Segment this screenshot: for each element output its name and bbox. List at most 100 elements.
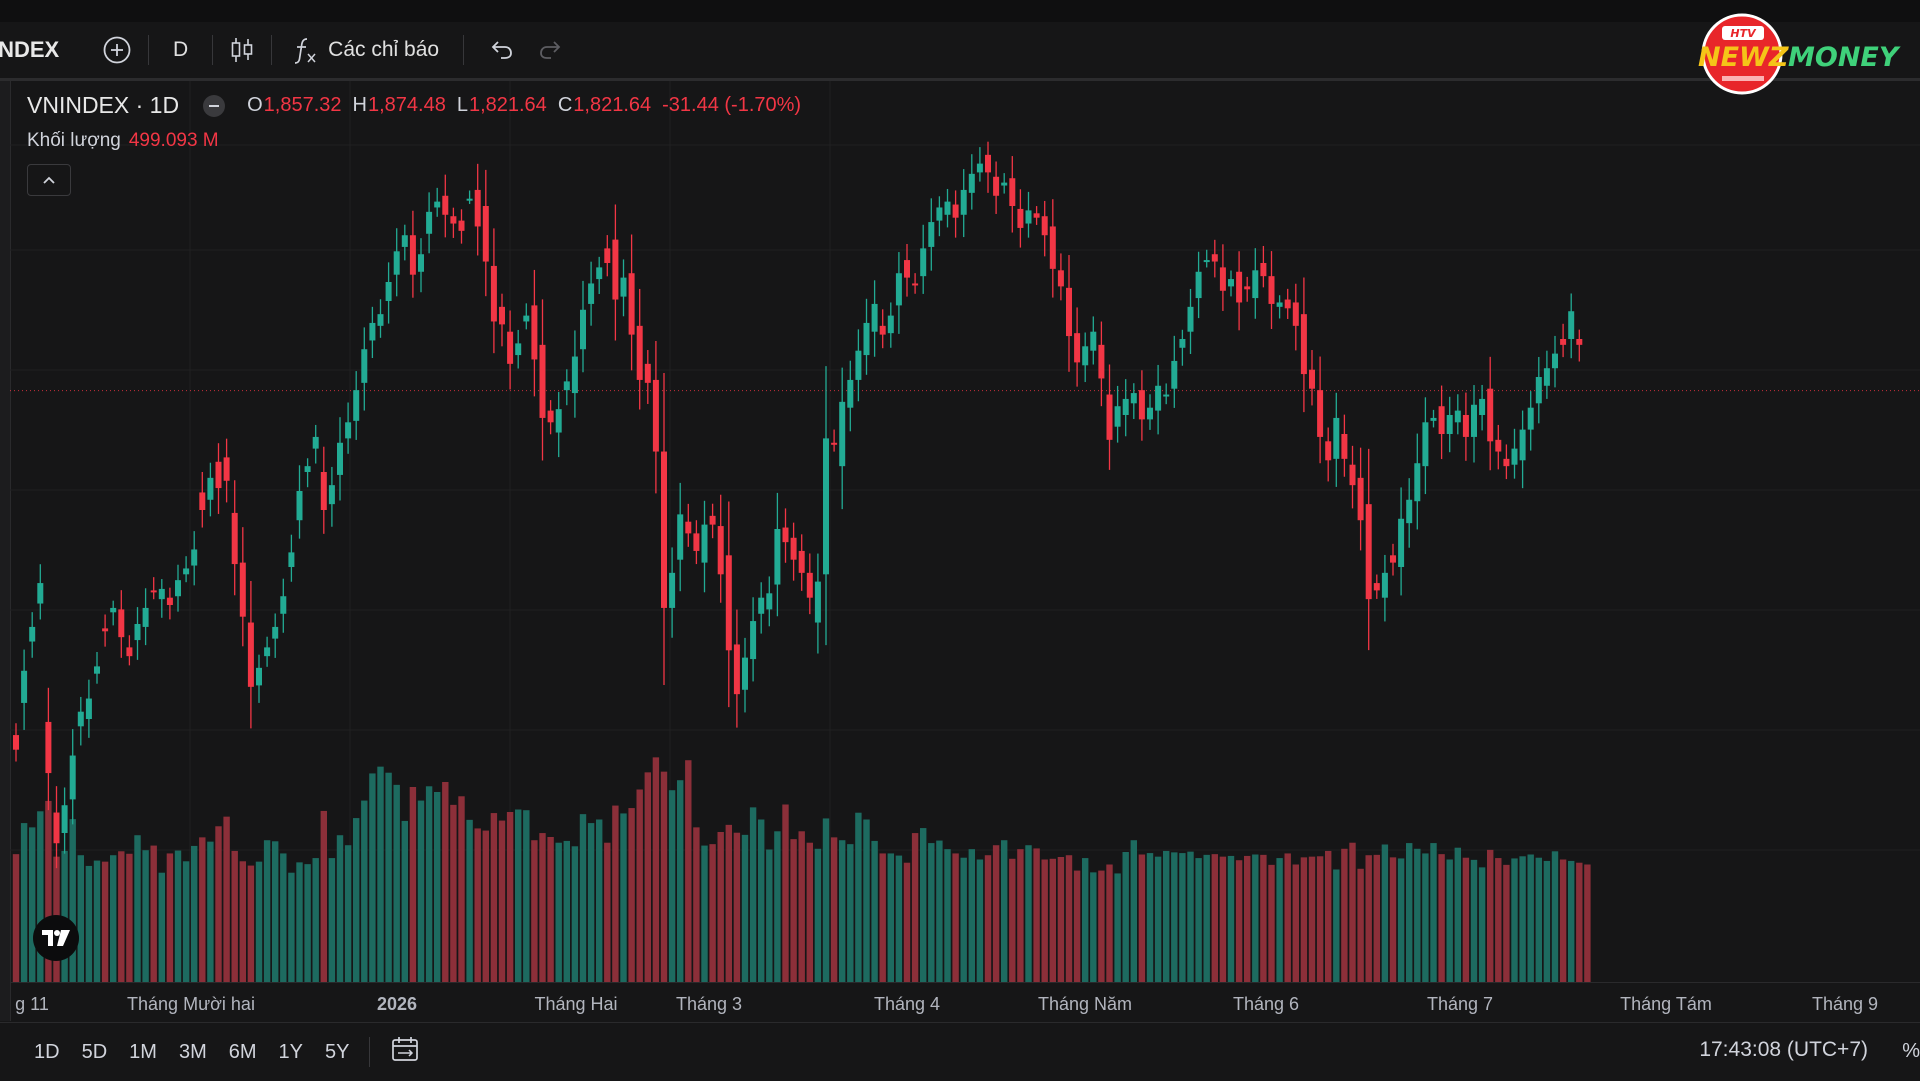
candle-body xyxy=(215,461,222,489)
candle-body xyxy=(150,590,157,593)
volume-bar xyxy=(1373,854,1380,982)
candle-body xyxy=(239,562,246,617)
volume-bar xyxy=(1519,856,1526,982)
volume-bar xyxy=(1535,857,1542,982)
candle-body xyxy=(426,211,433,234)
volume-bar xyxy=(1114,873,1121,982)
candle-body xyxy=(1381,572,1388,598)
symbol-interval-label[interactable]: VNINDEX · 1D xyxy=(27,92,180,118)
volume-bar xyxy=(1203,854,1210,982)
collapse-legend-button[interactable] xyxy=(27,164,71,196)
range-1m-button[interactable]: 1M xyxy=(129,1040,157,1063)
candle-body xyxy=(458,220,465,231)
volume-bar xyxy=(1422,853,1429,982)
volume-bar xyxy=(280,853,287,982)
range-1d-button[interactable]: 1D xyxy=(34,1040,60,1063)
candle-body xyxy=(1244,286,1251,290)
candle-body xyxy=(199,492,206,510)
undo-button[interactable] xyxy=(488,30,514,70)
volume-bar xyxy=(158,872,165,982)
volume-bar xyxy=(223,816,230,982)
candle-body xyxy=(1552,353,1558,369)
volume-bar xyxy=(1487,849,1494,982)
redo-button[interactable] xyxy=(538,30,564,70)
volume-bar xyxy=(1527,854,1534,982)
indicators-button[interactable]: Các chỉ báo xyxy=(292,30,439,70)
candle-body xyxy=(612,239,619,300)
range-1y-button[interactable]: 1Y xyxy=(278,1040,304,1063)
tradingview-logo[interactable] xyxy=(33,915,79,961)
candle-body xyxy=(499,306,505,325)
candle-body xyxy=(1471,404,1477,437)
range-5d-button[interactable]: 5D xyxy=(81,1040,108,1063)
volume-bar xyxy=(1381,844,1389,982)
candle-body xyxy=(134,624,141,641)
candle-body xyxy=(871,303,878,332)
volume-bar xyxy=(174,850,182,982)
volume-bar xyxy=(231,850,238,982)
volume-bar xyxy=(1049,858,1056,982)
toolbar-divider xyxy=(212,35,214,65)
candle-body xyxy=(1025,210,1032,224)
candle-body xyxy=(976,163,983,173)
candle-body xyxy=(1130,393,1137,404)
candle-body xyxy=(1195,271,1202,299)
candle-body xyxy=(393,251,400,275)
candle-body xyxy=(320,472,327,510)
chart-toolbar: INDEX D Các chỉ báo xyxy=(0,22,1920,81)
range-5y-button[interactable]: 5Y xyxy=(325,1040,350,1063)
timezone-clock[interactable]: 17:43:08 (UTC+7) xyxy=(1699,1038,1868,1061)
candle-body xyxy=(247,622,254,687)
candlestick-chart[interactable]: g 11 Tháng Mười hai 2026 Tháng Hai Tháng 3 Th… xyxy=(0,81,1920,1021)
candle-body xyxy=(1317,390,1324,437)
time-axis-label: 2026 xyxy=(377,994,417,1014)
volume-bar xyxy=(1584,864,1591,982)
volume-bar xyxy=(110,855,117,982)
volume-bar xyxy=(1551,851,1559,982)
candle-body xyxy=(1292,302,1299,326)
compare-symbol-button[interactable] xyxy=(102,30,132,70)
candle-body xyxy=(1057,270,1064,287)
volume-bar xyxy=(944,849,951,982)
range-6m-button[interactable]: 6M xyxy=(228,1040,257,1063)
time-axis-label: g 11 xyxy=(15,994,49,1014)
candle-body xyxy=(231,512,238,565)
candle-body xyxy=(1568,311,1575,339)
close-value: 1,821.64 xyxy=(573,94,652,116)
candle-body xyxy=(1519,429,1526,461)
volume-bar xyxy=(20,823,28,982)
volume-bar xyxy=(1446,859,1453,982)
volume-bar xyxy=(1341,848,1348,982)
volume-bar xyxy=(1033,848,1040,982)
candle-body xyxy=(1082,346,1089,366)
volume-bar xyxy=(1090,872,1097,982)
volume-bar xyxy=(1316,856,1324,982)
candle-body xyxy=(1543,368,1550,386)
candle-body xyxy=(1325,441,1332,461)
candle-body xyxy=(936,207,943,221)
volume-bar xyxy=(247,865,255,982)
symbol-search[interactable]: INDEX xyxy=(0,37,60,62)
candle-body xyxy=(94,666,100,674)
candle-body xyxy=(1535,377,1542,404)
candle-body xyxy=(798,550,805,573)
volume-bar xyxy=(782,804,789,982)
hide-series-button[interactable] xyxy=(203,94,226,117)
volume-label: Khối lượng xyxy=(27,130,121,151)
percent-scale-toggle[interactable]: % xyxy=(1902,1040,1920,1062)
candle-body xyxy=(669,572,676,608)
volume-bar xyxy=(806,842,813,982)
candle-body xyxy=(944,201,951,215)
candle-body xyxy=(814,581,821,623)
high-key: H xyxy=(352,94,367,116)
candle-body xyxy=(758,597,765,614)
interval-button[interactable]: D xyxy=(173,38,189,61)
candle-body xyxy=(863,322,870,356)
range-3m-button[interactable]: 3M xyxy=(178,1040,207,1063)
volume-bar xyxy=(895,855,903,982)
go-to-date-button[interactable] xyxy=(390,1035,420,1069)
chart-type-button[interactable] xyxy=(229,30,255,70)
volume-bar xyxy=(361,800,368,982)
volume-bar xyxy=(1219,856,1227,982)
volume-bar xyxy=(758,819,765,982)
